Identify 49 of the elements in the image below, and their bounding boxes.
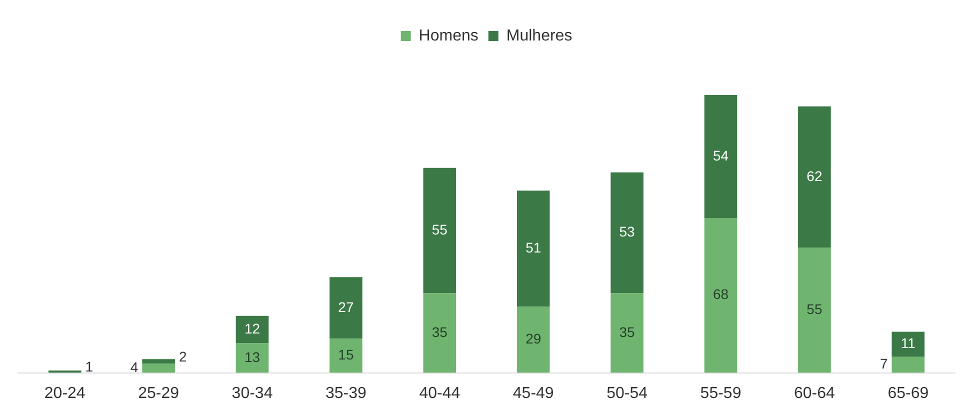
- x-tick-label: 45-49: [512, 384, 554, 402]
- x-tick-label: 40-44: [419, 384, 460, 402]
- bar: [423, 293, 456, 373]
- bar: [142, 359, 175, 364]
- data-label: 11: [900, 335, 916, 352]
- x-tick-label: 55-59: [700, 384, 742, 402]
- x-tick-label: 60-64: [794, 384, 836, 402]
- bar: [610, 293, 644, 373]
- data-label: 29: [526, 330, 542, 347]
- bar: [330, 277, 362, 339]
- data-label: 12: [244, 320, 260, 336]
- bar: [236, 316, 269, 344]
- data-label: 62: [806, 168, 822, 184]
- data-label: 35: [619, 324, 636, 340]
- bar: [798, 106, 831, 248]
- bar: [892, 332, 925, 357]
- bar: [516, 306, 550, 373]
- data-label: 27: [338, 298, 354, 315]
- data-label: 55: [806, 301, 822, 318]
- bar: [610, 172, 644, 294]
- x-tick-label: 30-34: [232, 384, 273, 402]
- legend-label: Mulheres: [506, 27, 572, 44]
- data-label: 35: [432, 324, 448, 340]
- bar: [236, 343, 269, 373]
- data-label: 51: [526, 240, 542, 256]
- x-tick-label: 65-69: [888, 384, 929, 402]
- bar: [892, 356, 925, 373]
- data-label: 68: [712, 286, 729, 302]
- data-label: 1: [85, 358, 94, 375]
- x-tick-label: 35-39: [325, 384, 367, 402]
- legend-label: Homens: [418, 27, 478, 44]
- bar: [423, 168, 456, 294]
- data-label: 54: [712, 147, 729, 164]
- bar: [516, 190, 550, 307]
- data-label: 13: [244, 348, 260, 365]
- data-label: 7: [880, 356, 888, 372]
- data-label: 4: [130, 359, 138, 376]
- x-tick-label: 25-29: [138, 384, 180, 402]
- bar: [704, 218, 738, 373]
- data-label: 2: [178, 348, 187, 364]
- bar: [798, 248, 831, 373]
- data-label: 15: [338, 346, 354, 363]
- bar: [704, 94, 738, 218]
- x-tick-label: 50-54: [606, 384, 648, 402]
- data-label: 53: [619, 224, 636, 240]
- bar: [142, 364, 175, 373]
- x-tick-label: 20-24: [44, 384, 86, 402]
- bar: [330, 338, 362, 373]
- data-label: 55: [432, 221, 448, 238]
